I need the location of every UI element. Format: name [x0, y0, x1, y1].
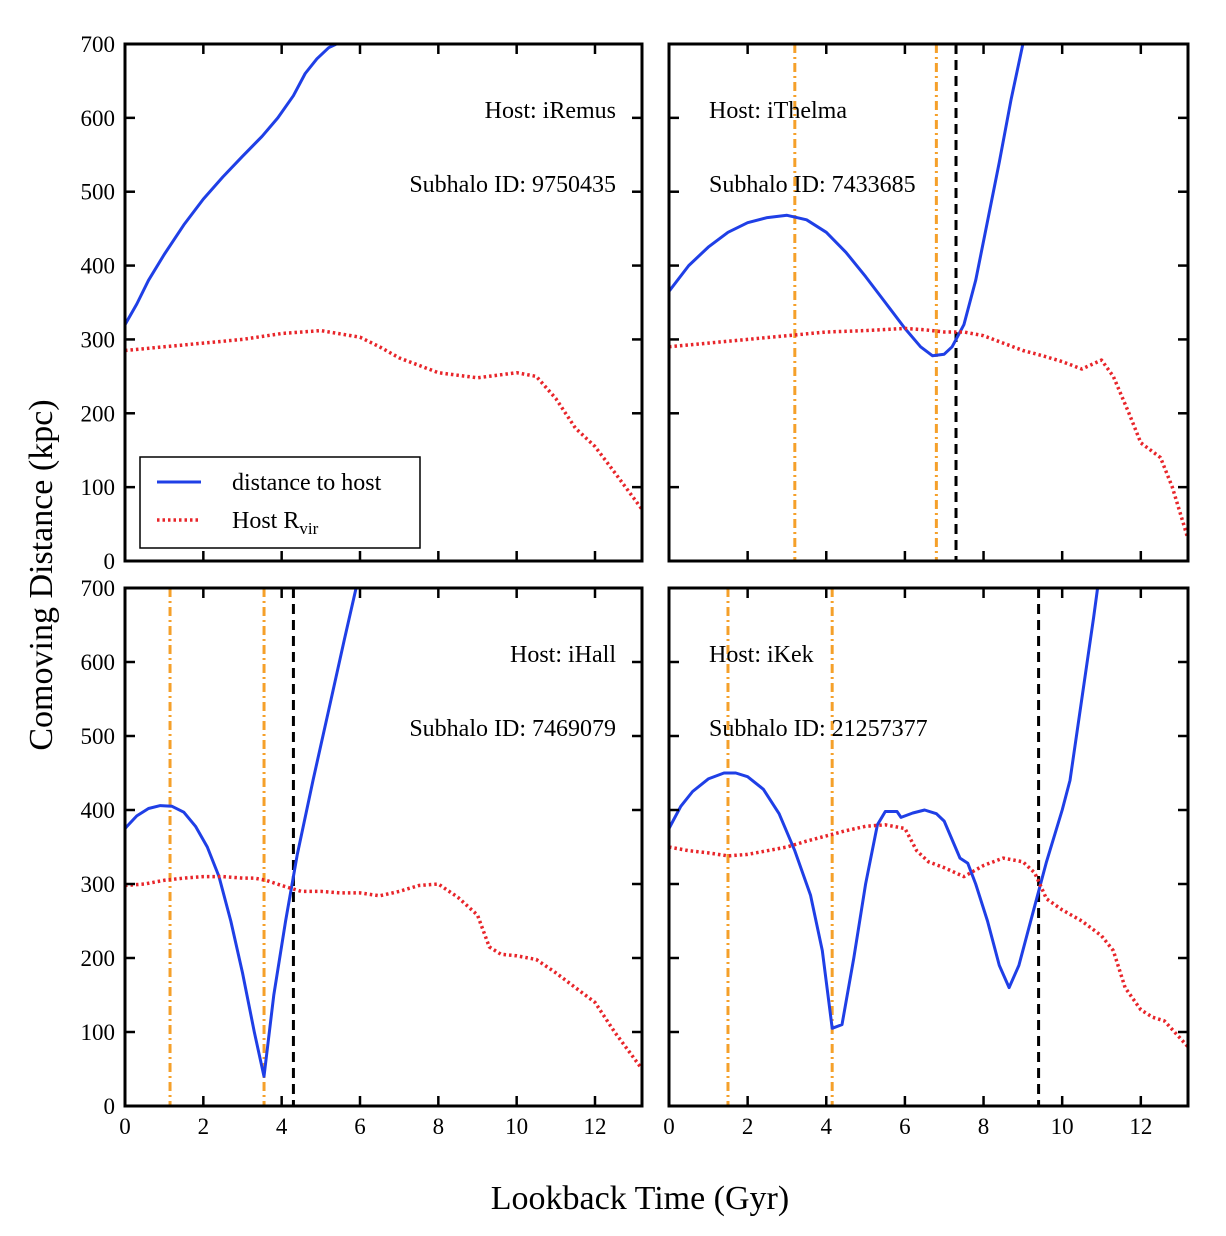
- y-tick-label: 500: [81, 724, 116, 749]
- legend-label-rvir: Host Rvir: [232, 508, 319, 538]
- x-tick-label: 0: [119, 1114, 131, 1139]
- host-label: Host: iHall: [510, 642, 616, 668]
- plot-area: [125, 588, 642, 1106]
- panel-frame: [123, 586, 644, 1108]
- y-tick-label: 200: [81, 401, 116, 426]
- y-tick-label: 300: [81, 327, 116, 352]
- legend-label-distance: distance to host: [232, 470, 382, 496]
- subhalo-label: Subhalo ID: 21257377: [709, 716, 928, 742]
- y-tick-label: 500: [81, 180, 116, 205]
- subhalo-label: Subhalo ID: 9750435: [409, 172, 616, 198]
- series-host-rvir: [669, 823, 1188, 1048]
- x-tick-label: 10: [1051, 1114, 1074, 1139]
- x-tick-label: 12: [1129, 1114, 1152, 1139]
- plot-area: [125, 44, 642, 511]
- series-host-rvir: [669, 326, 1188, 540]
- plot-area: [669, 588, 1188, 1106]
- series-host-rvir: [125, 874, 642, 1071]
- x-tick-label: 2: [742, 1114, 754, 1139]
- x-tick-label: 4: [276, 1114, 288, 1139]
- panel-frame: [667, 586, 1190, 1108]
- y-tick-label: 0: [104, 549, 116, 574]
- y-tick-label: 600: [81, 106, 116, 131]
- y-tick-label: 0: [104, 1094, 116, 1119]
- panel-4: 0 2 4 6 8 10 12 Host: iKek Subhalo ID: 21257377: [663, 586, 1190, 1139]
- panel-1: 0 100 200 300 400 500 600 700 Host: iRemus Subhal…: [81, 32, 644, 574]
- panel-frame: [123, 42, 644, 563]
- y-axis-title: Comoving Distance (kpc): [23, 399, 60, 750]
- panel-frame: [667, 42, 1190, 563]
- panel-2: Host: iThelma Subhalo ID: 7433685: [667, 42, 1190, 563]
- x-tick-label: 4: [821, 1114, 833, 1139]
- x-tick-label: 0: [663, 1114, 675, 1139]
- y-tick-label: 200: [81, 946, 116, 971]
- legend-box: [139, 456, 421, 549]
- legend: distance to host Host Rvir: [139, 456, 421, 549]
- plot-area: [669, 44, 1188, 561]
- y-tick-label: 700: [81, 32, 116, 57]
- host-label: Host: iRemus: [485, 98, 616, 124]
- host-label: Host: iKek: [709, 642, 814, 668]
- y-tick-label: 400: [81, 798, 116, 823]
- y-tick-label: 600: [81, 650, 116, 675]
- x-tick-label: 8: [978, 1114, 990, 1139]
- y-tick-label: 700: [81, 576, 116, 601]
- x-axis-title: Lookback Time (Gyr): [491, 1180, 789, 1217]
- x-tick-label: 8: [433, 1114, 445, 1139]
- y-tick-label: 100: [81, 1020, 116, 1045]
- x-tick-label: 10: [505, 1114, 528, 1139]
- legend-label-rvir-subscript: vir: [299, 519, 318, 538]
- x-tick-label: 6: [899, 1114, 911, 1139]
- y-tick-label: 400: [81, 254, 116, 279]
- series-distance-to-host: [125, 588, 358, 1078]
- y-tick-label: 100: [81, 475, 116, 500]
- series-distance-to-host: [125, 44, 338, 326]
- x-tick-label: 2: [198, 1114, 210, 1139]
- x-tick-label: 6: [354, 1114, 366, 1139]
- series-distance-to-host: [669, 44, 1025, 358]
- x-tick-label: 12: [584, 1114, 607, 1139]
- series-distance-to-host: [669, 588, 1100, 1030]
- panel-3: 0 100 200 300 400 500 600 700 0 2 4 6 8 10 12 Host: iHa…: [81, 576, 644, 1139]
- subhalo-label: Subhalo ID: 7433685: [709, 172, 916, 198]
- host-label: Host: iThelma: [709, 98, 847, 124]
- subhalo-label: Subhalo ID: 7469079: [409, 716, 616, 742]
- y-tick-label: 300: [81, 872, 116, 897]
